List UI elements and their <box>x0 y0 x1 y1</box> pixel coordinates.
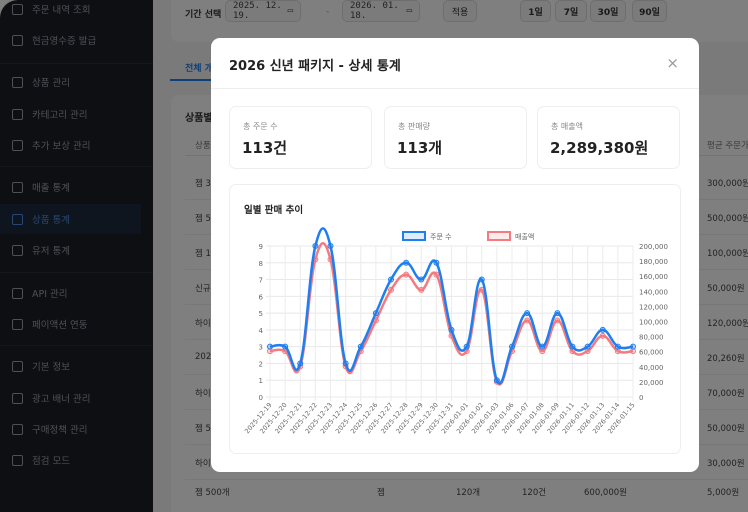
y-tick-right: 40,000 <box>639 364 664 372</box>
y-tick-left: 8 <box>259 260 263 268</box>
data-point <box>599 332 606 339</box>
data-point <box>372 310 379 317</box>
y-tick-left: 7 <box>259 277 263 285</box>
y-tick-right: 200,000 <box>639 243 668 251</box>
product-stats-modal: 2026 신년 패키지 - 상세 통계 × 총 주문 수 113건 총 판매량 11… <box>211 38 699 472</box>
data-point <box>584 348 591 355</box>
modal-header-divider <box>211 88 699 89</box>
data-point <box>312 243 319 249</box>
data-point <box>388 276 394 283</box>
data-point <box>418 286 425 293</box>
daily-trend-card: 일별 판매 추이 0 1 2 3 4 5 6 7 8 9 0 20,000 40,000 60,000 80… <box>229 184 681 454</box>
data-point <box>524 310 531 317</box>
data-point <box>448 326 455 333</box>
y-tick-right: 80,000 <box>639 334 664 342</box>
data-point <box>569 348 576 355</box>
stat-card-orders: 총 주문 수 113건 <box>229 106 372 169</box>
data-point <box>282 343 289 350</box>
y-tick-left: 1 <box>259 377 263 385</box>
y-tick-left: 9 <box>259 243 263 251</box>
stat-value: 2,289,380원 <box>550 139 649 157</box>
data-point <box>630 343 636 350</box>
data-point <box>297 360 304 367</box>
data-point <box>554 310 561 317</box>
data-point <box>539 348 546 355</box>
data-point <box>509 343 515 350</box>
y-tick-right: 160,000 <box>639 273 668 281</box>
data-point <box>433 259 440 266</box>
y-tick-left: 3 <box>259 344 263 352</box>
data-point <box>524 317 531 324</box>
y-tick-right: 60,000 <box>639 349 664 357</box>
legend-swatch <box>402 231 426 241</box>
data-point <box>463 343 470 350</box>
y-tick-right: 180,000 <box>639 258 668 266</box>
data-point <box>327 243 334 249</box>
y-tick-right: 120,000 <box>639 303 668 311</box>
data-point <box>614 348 621 355</box>
stat-value: 113개 <box>397 139 443 157</box>
data-point <box>403 271 410 278</box>
data-point <box>614 343 621 350</box>
stat-card-revenue: 총 매출액 2,289,380원 <box>537 106 680 169</box>
data-point <box>569 343 576 350</box>
data-point <box>267 343 273 350</box>
data-point <box>418 276 425 283</box>
y-tick-left: 2 <box>259 360 263 368</box>
legend-label: 매출액 <box>515 232 534 241</box>
y-tick-right: 140,000 <box>639 288 668 296</box>
data-point <box>493 377 500 384</box>
stat-label: 총 주문 수 <box>243 122 278 131</box>
data-point <box>357 343 364 350</box>
y-tick-left: 0 <box>259 394 263 402</box>
daily-sales-chart: 0 1 2 3 4 5 6 7 8 9 0 20,000 40,000 60,000 80,000 100,0… <box>243 227 668 435</box>
y-tick-left: 6 <box>259 293 264 301</box>
stat-card-quantity: 총 판매량 113개 <box>384 106 527 169</box>
series-line <box>269 227 634 385</box>
stat-label: 총 매출액 <box>551 122 583 131</box>
legend-label: 주문 수 <box>430 233 452 241</box>
data-point <box>554 317 561 324</box>
data-point <box>388 286 394 293</box>
data-point <box>433 271 440 278</box>
y-tick-left: 4 <box>259 327 264 335</box>
y-tick-right: 100,000 <box>639 319 668 327</box>
data-point <box>403 259 410 266</box>
data-point <box>267 348 273 355</box>
chart-title: 일별 판매 추이 <box>244 205 304 216</box>
data-point <box>599 326 606 333</box>
y-tick-left: 5 <box>259 310 263 318</box>
stat-label: 총 판매량 <box>398 122 430 131</box>
data-point <box>478 276 485 283</box>
stat-value: 113건 <box>242 139 288 157</box>
data-point <box>584 343 591 350</box>
close-icon[interactable]: × <box>666 54 679 72</box>
y-tick-right: 20,000 <box>639 379 664 387</box>
modal-title: 2026 신년 패키지 - 상세 통계 <box>229 59 401 74</box>
y-tick-right: 0 <box>639 394 643 402</box>
data-point <box>630 348 636 355</box>
legend-swatch <box>487 231 511 241</box>
data-point <box>539 343 546 350</box>
data-point <box>342 360 349 367</box>
